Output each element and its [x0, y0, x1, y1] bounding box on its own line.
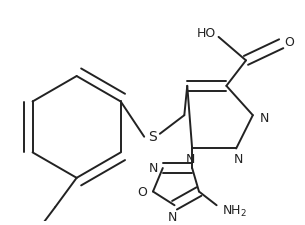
Text: O: O: [284, 36, 294, 49]
Text: O: O: [137, 185, 147, 198]
Text: N: N: [233, 152, 243, 165]
Text: N: N: [185, 152, 195, 165]
Text: N: N: [260, 111, 269, 124]
Text: HO: HO: [197, 27, 217, 40]
Text: NH$_2$: NH$_2$: [222, 203, 247, 218]
Text: N: N: [148, 161, 158, 174]
Text: S: S: [148, 129, 156, 143]
Text: N: N: [168, 211, 177, 223]
